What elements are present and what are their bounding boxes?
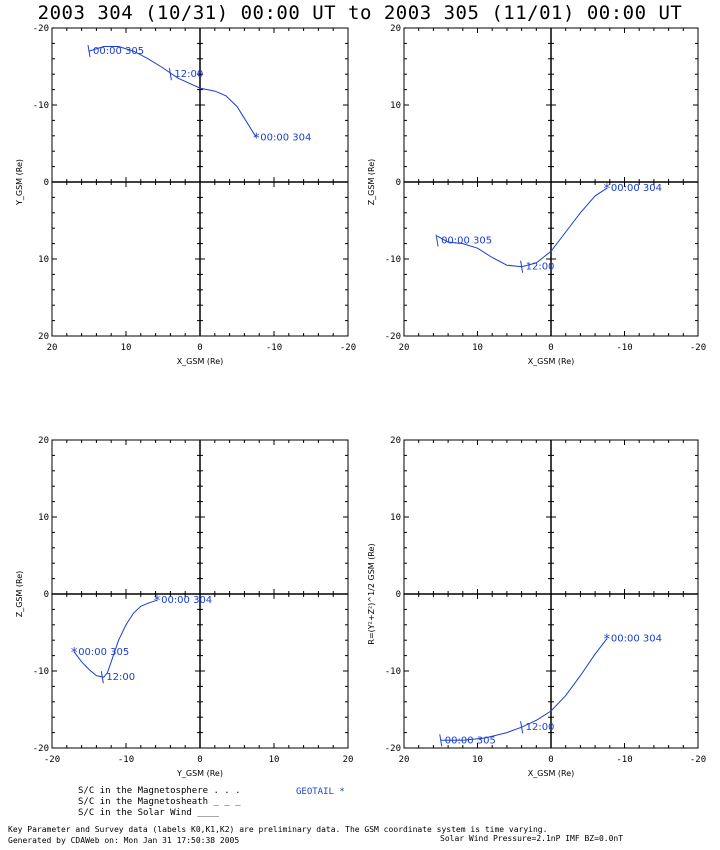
- y-tick-label: 10: [390, 513, 401, 523]
- y-tick-label: 20: [390, 24, 401, 34]
- x-tick-label: -10: [616, 755, 632, 765]
- orbit-time-label: 12:00: [174, 69, 203, 80]
- y-tick-label: -20: [33, 24, 49, 34]
- y-tick-label: -10: [385, 255, 401, 265]
- footer-generated: Generated by CDAWeb on: Mon Jan 31 17:50…: [8, 836, 240, 845]
- orbit-marker-tick: [168, 68, 172, 81]
- orbit-marker-star: *: [603, 633, 611, 648]
- legend-style: ____: [197, 808, 219, 818]
- orbit-panel-1: 20 10 0 -10 -20 -20 -10 0 10 20 X_GSM (Re) Y_GSM (R…: [15, 24, 356, 366]
- y-tick-label: -10: [33, 667, 49, 677]
- orbit-time-label: 00:00 305: [78, 647, 129, 658]
- x-axis-label: X_GSM (Re): [177, 357, 224, 366]
- y-tick-label: 10: [38, 513, 49, 523]
- legend-magnetosphere: S/C in the Magnetosphere . . .: [78, 786, 241, 797]
- legend-label: S/C in the Magnetosheath: [78, 797, 209, 807]
- x-tick-label: -20: [690, 755, 706, 765]
- footer-pressure: Solar Wind Pressure=2.1nP IMF BZ=0.0nT: [440, 834, 624, 843]
- orbit-marker-tick: [435, 234, 439, 247]
- x-tick-label: -10: [266, 343, 282, 353]
- y-tick-label: 10: [390, 101, 401, 111]
- legend-label: S/C in the Magnetosphere: [78, 786, 209, 796]
- orbit-marker-star: *: [603, 182, 611, 197]
- x-tick-label: 0: [197, 343, 202, 353]
- x-tick-label: 20: [343, 755, 354, 765]
- orbit-time-label: 00:00 304: [260, 132, 311, 143]
- x-tick-label: -10: [118, 755, 134, 765]
- orbit-time-label: 00:00 305: [441, 236, 492, 247]
- x-tick-label: 0: [548, 755, 553, 765]
- y-tick-label: 0: [44, 590, 49, 600]
- y-tick-label: 0: [396, 590, 401, 600]
- y-tick-label: 0: [44, 178, 49, 188]
- y-tick-label: 0: [396, 178, 401, 188]
- y-axis-label: Y_GSM (Re): [15, 159, 24, 206]
- y-tick-label: -10: [33, 101, 49, 111]
- x-tick-label: -20: [44, 755, 60, 765]
- x-tick-label: 0: [197, 755, 202, 765]
- x-tick-label: 20: [47, 343, 58, 353]
- legend-magnetosheath: S/C in the Magnetosheath _ _ _: [78, 797, 241, 808]
- orbit-trace: [73, 599, 158, 678]
- y-axis-label: Z_GSM (Re): [15, 571, 24, 618]
- x-tick-label: -20: [340, 343, 356, 353]
- legend-style: . . .: [213, 786, 241, 796]
- orbit-time-label: 12:00: [526, 722, 555, 733]
- y-tick-label: -20: [33, 744, 49, 754]
- y-tick-label: -10: [385, 667, 401, 677]
- x-tick-label: 10: [472, 755, 483, 765]
- orbit-marker-star: *: [252, 131, 260, 146]
- x-axis-label: X_GSM (Re): [528, 769, 575, 778]
- orbit-marker-tick: [87, 45, 91, 58]
- x-axis-label: X_GSM (Re): [528, 357, 575, 366]
- y-tick-label: 10: [38, 255, 49, 265]
- y-tick-label: 20: [38, 332, 49, 342]
- orbit-panel-3: -20 -10 0 10 20 20 10 0 -10 -20 Y_GSM (Re) Z_GSM (R…: [15, 436, 353, 778]
- x-axis-label: Y_GSM (Re): [176, 769, 223, 778]
- x-tick-label: 10: [269, 755, 280, 765]
- footer-note: Key Parameter and Survey data (labels K0…: [8, 825, 548, 834]
- y-tick-label: -20: [385, 332, 401, 342]
- orbit-time-label: 12:00: [106, 672, 135, 683]
- orbit-trace: [440, 638, 608, 741]
- x-tick-label: 0: [548, 343, 553, 353]
- satellite-label: GEOTAIL *: [296, 787, 345, 797]
- y-tick-label: 20: [390, 436, 401, 446]
- x-tick-label: 10: [121, 343, 132, 353]
- orbit-marker-tick: [520, 721, 524, 734]
- x-tick-label: -20: [690, 343, 706, 353]
- orbit-marker-tick: [100, 671, 104, 684]
- legend-solar-wind: S/C in the Solar Wind ____: [78, 808, 241, 819]
- orbit-time-label: 12:00: [526, 262, 555, 273]
- orbit-time-label: 00:00 305: [445, 735, 496, 746]
- y-tick-label: 20: [38, 436, 49, 446]
- orbit-time-label: 00:00 304: [161, 595, 212, 606]
- region-legend: S/C in the Magnetosphere . . . S/C in th…: [78, 786, 241, 819]
- x-tick-label: 20: [399, 755, 410, 765]
- orbit-trace: [88, 46, 257, 138]
- orbit-marker-tick: [520, 260, 524, 273]
- legend-style: _ _ _: [213, 797, 241, 807]
- orbit-marker-star: *: [153, 594, 161, 609]
- y-axis-label: Z_GSM (Re): [367, 159, 376, 206]
- x-tick-label: 10: [472, 343, 483, 353]
- y-axis-label: R=(Y²+Z²)^1/2 GSM (Re): [367, 543, 376, 644]
- page-title: 2003 304 (10/31) 00:00 UT to 2003 305 (1…: [37, 2, 683, 24]
- y-tick-label: -20: [385, 744, 401, 754]
- orbit-trace: [436, 187, 608, 268]
- orbit-time-label: 00:00 305: [93, 46, 144, 57]
- x-tick-label: -10: [616, 343, 632, 353]
- legend-label: S/C in the Solar Wind: [78, 808, 192, 818]
- orbit-time-label: 00:00 304: [611, 183, 662, 194]
- orbit-marker-tick: [439, 734, 443, 747]
- orbit-marker-star: *: [70, 646, 78, 661]
- x-tick-label: 20: [399, 343, 410, 353]
- orbit-time-label: 00:00 304: [611, 634, 662, 645]
